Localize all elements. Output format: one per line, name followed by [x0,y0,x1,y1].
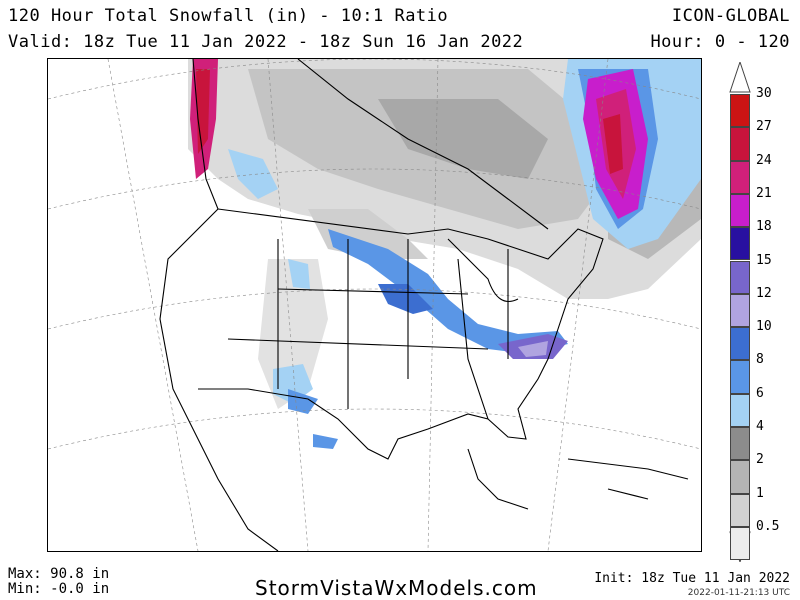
legend-label: 24 [756,152,772,168]
legend-label: 1 [756,485,764,501]
timestamp: 2022-01-11-21:13 UTC [687,588,790,598]
legend-swatch [730,427,750,461]
legend-label: 8 [756,352,764,368]
min-value: Min: -0.0 in [8,581,110,597]
legend-label: 30 [756,86,772,101]
legend-label: 10 [756,319,772,335]
legend-swatch [730,260,750,294]
legend-label: 2 [756,452,764,468]
graticule [48,59,701,551]
color-legend: 30 27 24 21 18 15 12 10 8 6 4 2 1 0.5 [728,62,788,562]
site-name: StormVistaWxModels.com [255,576,538,600]
legend-label: 12 [756,285,772,301]
legend-swatch [730,94,750,128]
legend-swatch [730,393,750,427]
legend-swatch [730,127,750,161]
legend-label: 6 [756,385,764,401]
legend-swatch [730,193,750,228]
forecast-hour-range: Hour: 0 - 120 [650,32,790,52]
legend-swatch [730,460,750,494]
max-value: Max: 90.8 in [8,566,110,582]
model-name: ICON-GLOBAL [671,6,790,26]
coastlines-borders [159,59,689,551]
legend-swatch [730,227,750,261]
legend-label: 21 [756,185,772,201]
legend-label: 15 [756,252,772,268]
chart-title: 120 Hour Total Snowfall (in) - 10:1 Rati… [8,6,449,26]
legend-label: 0.5 [756,518,780,534]
legend-label: 18 [756,219,772,235]
legend-swatch [730,493,750,527]
legend-swatch [730,293,750,328]
legend-swatch [730,160,750,194]
valid-period: Valid: 18z Tue 11 Jan 2022 - 18z Sun 16 … [8,32,524,52]
map-canvas [48,59,701,551]
legend-label: 27 [756,119,772,135]
init-time: Init: 18z Tue 11 Jan 2022 [594,571,790,586]
legend-label: 4 [756,419,764,434]
snowfall-map [47,58,702,552]
legend-swatch [730,327,750,361]
legend-swatch [730,526,750,561]
legend-swatch [730,360,750,394]
